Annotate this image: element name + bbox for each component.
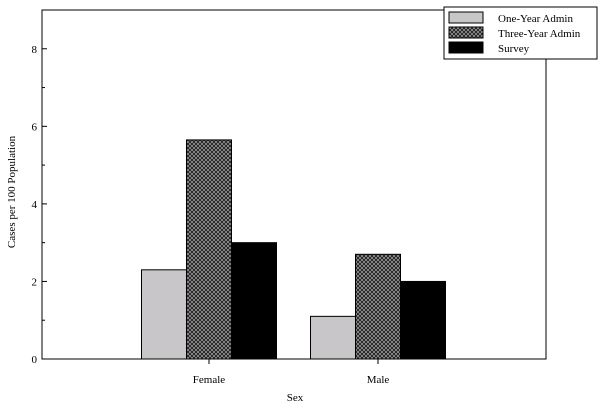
- y-tick-label: 6: [32, 121, 38, 133]
- y-tick-label: 0: [32, 354, 38, 366]
- y-axis-title: Cases per 100 Population: [6, 135, 18, 248]
- x-tick-label: Male: [367, 374, 390, 386]
- y-tick-label: 2: [32, 276, 38, 288]
- bar: [141, 269, 187, 360]
- bar: [231, 242, 277, 360]
- y-tick-label: 8: [32, 44, 38, 56]
- legend-swatch: [448, 11, 484, 24]
- bars-group: [141, 139, 446, 360]
- x-axis-title: Sex: [287, 392, 304, 404]
- bar: [400, 280, 446, 360]
- y-axis: 0 2 4 6 8: [32, 9, 47, 366]
- bar: [355, 253, 401, 360]
- bar: [310, 315, 356, 360]
- plot-border: [41, 9, 547, 360]
- legend: One-Year Admin Three-Year Admin Survey: [443, 6, 598, 60]
- x-tick-label: Female: [193, 374, 225, 386]
- legend-swatch: [448, 26, 484, 39]
- legend-label: Three-Year Admin: [498, 28, 581, 40]
- legend-label: One-Year Admin: [498, 13, 573, 25]
- bar: [186, 139, 232, 360]
- plot-area: [41, 9, 547, 360]
- y-tick-label: 4: [32, 199, 38, 211]
- legend-swatch: [448, 41, 484, 54]
- x-axis: Female Male: [193, 359, 390, 386]
- legend-label: Survey: [498, 43, 530, 55]
